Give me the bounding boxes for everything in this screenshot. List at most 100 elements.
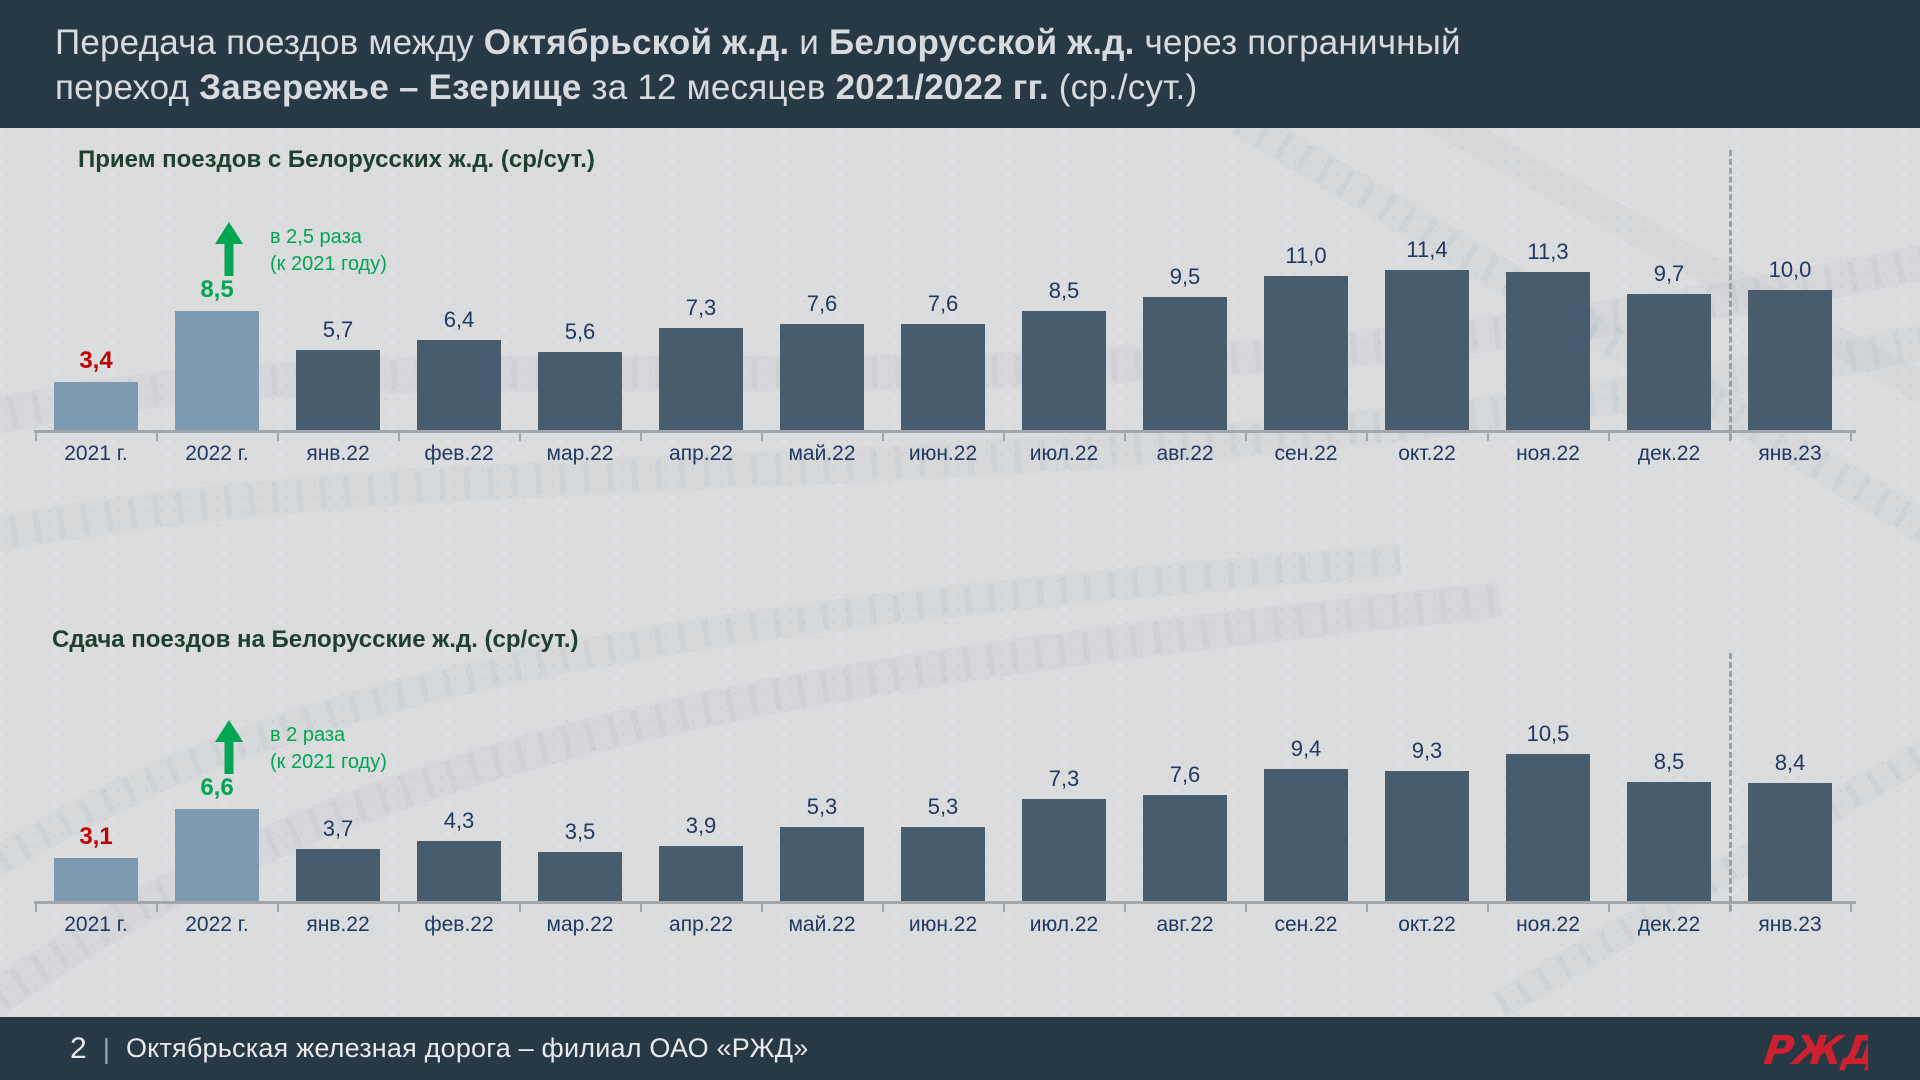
bar <box>1264 276 1348 430</box>
x-axis-label: янв.23 <box>1758 913 1822 936</box>
bar-column: 11,4 <box>1385 237 1469 430</box>
bar-plot: 3,4 8,5 5,7 6,4 5,6 7,3 7,6 7,6 8,5 9,5 11,0 11,4 11… <box>54 230 1832 430</box>
bar-column: 6,6 <box>175 774 259 901</box>
bar <box>659 846 743 901</box>
bar-column: 8,5 <box>175 276 259 430</box>
axis-tick <box>277 433 279 441</box>
bar-value-label: 7,6 <box>1169 762 1201 787</box>
bar-column: 3,7 <box>296 816 380 901</box>
axis-tick <box>156 433 158 441</box>
x-axis-label: 2021 г. <box>64 442 128 465</box>
axis-tick <box>1124 904 1126 912</box>
rzd-logo-text: РЖД <box>1761 1028 1868 1072</box>
x-axis-label: апр.22 <box>669 913 733 936</box>
x-axis-label: янв.23 <box>1758 442 1822 465</box>
bar-column: 7,6 <box>1143 762 1227 901</box>
bar-column: 11,0 <box>1264 243 1348 430</box>
bar <box>1143 795 1227 901</box>
x-axis-labels: 2021 г. 2022 г. янв.22 фев.22 мар.22 апр.22 ма… <box>54 442 1832 466</box>
title-segment: (ср./сут.) <box>1048 68 1198 107</box>
bar-column: 4,3 <box>417 808 501 901</box>
bar <box>1143 297 1227 430</box>
x-axis-label: апр.22 <box>669 442 733 465</box>
bar-column: 5,3 <box>780 794 864 901</box>
x-axis-label: авг.22 <box>1156 442 1214 465</box>
bar-value-label: 6,4 <box>443 307 475 332</box>
bar <box>1385 270 1469 430</box>
bar-value-label: 8,4 <box>1774 750 1806 775</box>
x-axis-label: май.22 <box>788 442 856 465</box>
title-segment: Передача поездов между <box>55 23 484 62</box>
x-axis-label: май.22 <box>788 913 856 936</box>
x-axis-label: июл.22 <box>1029 913 1099 936</box>
slide-title: Передача поездов между Октябрьской ж.д. … <box>0 0 1920 110</box>
axis-tick <box>398 433 400 441</box>
axis-tick <box>640 433 642 441</box>
growth-annotation: в 2 раза (к 2021 году) <box>270 722 387 776</box>
bar-column: 5,6 <box>538 319 622 430</box>
x-axis-ticks <box>35 433 1857 443</box>
bar-column: 9,7 <box>1627 261 1711 430</box>
bar <box>1506 272 1590 430</box>
bar-column: 5,3 <box>901 794 985 901</box>
axis-tick <box>1850 904 1852 912</box>
slide-title-line1: Передача поездов между Октябрьской ж.д. … <box>55 20 1920 65</box>
bar-value-label: 11,0 <box>1285 243 1327 268</box>
bar <box>1264 769 1348 901</box>
title-segment: Октябрьской ж.д. <box>483 23 790 62</box>
bar-value-label: 5,7 <box>322 317 354 342</box>
axis-tick <box>277 904 279 912</box>
bar <box>1627 294 1711 430</box>
bar <box>1022 799 1106 901</box>
bar-value-label: 3,4 <box>79 347 113 374</box>
title-segment: и <box>789 23 829 62</box>
page-number: 2 <box>70 1031 87 1065</box>
forecast-separator-line <box>1729 653 1732 911</box>
x-axis-label: ноя.22 <box>1516 442 1580 465</box>
bar <box>780 827 864 901</box>
axis-tick <box>398 904 400 912</box>
axis-tick <box>1003 904 1005 912</box>
bar-column: 11,3 <box>1506 239 1590 430</box>
axis-tick <box>1003 433 1005 441</box>
title-segment: через пограничный <box>1134 23 1461 62</box>
bar-value-label: 11,3 <box>1527 239 1569 264</box>
growth-arrow-icon <box>215 720 243 774</box>
x-axis-label: 2022 г. <box>185 442 249 465</box>
footer-organization: Октябрьская железная дорога – филиал ОАО… <box>125 1033 809 1063</box>
growth-annotation-line2: (к 2021 году) <box>270 751 387 773</box>
x-axis-label: дек.22 <box>1637 913 1701 936</box>
bar <box>901 324 985 430</box>
bar-value-label: 5,3 <box>927 794 959 819</box>
x-axis-label: фев.22 <box>424 913 494 936</box>
footer-divider: | <box>102 1032 110 1064</box>
bar-column: 3,4 <box>54 347 138 430</box>
axis-tick <box>1124 433 1126 441</box>
bar-column: 10,5 <box>1506 721 1590 901</box>
bar <box>659 328 743 430</box>
axis-tick <box>761 433 763 441</box>
bar-value-label: 10,0 <box>1768 257 1812 282</box>
bar-value-label: 3,5 <box>564 819 596 844</box>
bar <box>1022 311 1106 430</box>
x-axis-label: мар.22 <box>546 913 614 936</box>
x-axis-label: окт.22 <box>1398 913 1456 936</box>
axis-tick <box>1487 904 1489 912</box>
growth-annotation-line2: (к 2021 году) <box>270 253 387 275</box>
bar-value-label: 8,5 <box>200 276 234 303</box>
bar-value-label: 3,1 <box>79 823 113 850</box>
bar-value-label: 10,5 <box>1526 721 1570 746</box>
bar <box>417 841 501 901</box>
x-axis-ticks <box>35 904 1857 914</box>
growth-annotation: в 2,5 раза (к 2021 году) <box>270 224 387 278</box>
x-axis-label: фев.22 <box>424 442 494 465</box>
bar-value-label: 6,6 <box>200 774 234 801</box>
axis-tick <box>761 904 763 912</box>
x-axis-label: мар.22 <box>546 442 614 465</box>
rzd-logo-icon: РЖД <box>1761 1028 1868 1072</box>
axis-tick <box>519 433 521 441</box>
bar-value-label: 8,5 <box>1653 749 1685 774</box>
